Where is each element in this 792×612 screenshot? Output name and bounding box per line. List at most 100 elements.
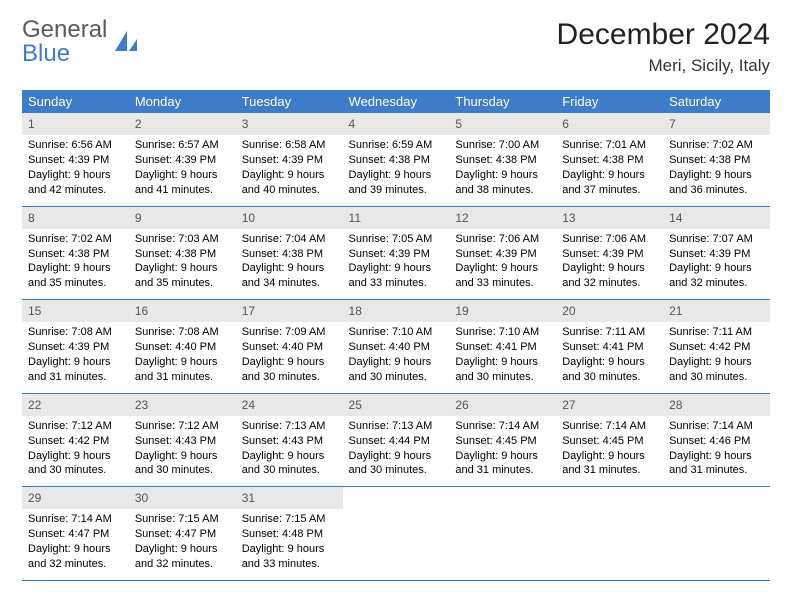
sunset-line: Sunset: 4:38 PM: [455, 153, 550, 168]
daylight-line: and 41 minutes.: [135, 183, 230, 198]
day-body: Sunrise: 7:02 AMSunset: 4:38 PMDaylight:…: [663, 135, 770, 205]
sunrise-line: Sunrise: 7:11 AM: [669, 325, 764, 340]
sunrise-line: Sunrise: 7:02 AM: [669, 138, 764, 153]
sunrise-line: Sunrise: 7:14 AM: [669, 419, 764, 434]
sunset-line: Sunset: 4:39 PM: [135, 153, 230, 168]
sunset-line: Sunset: 4:39 PM: [242, 153, 337, 168]
daylight-line: Daylight: 9 hours: [28, 261, 123, 276]
day-cell: [449, 487, 556, 581]
day-number: 21: [663, 300, 770, 322]
dayhead-sat: Saturday: [663, 90, 770, 113]
daylight-line: Daylight: 9 hours: [242, 542, 337, 557]
day-number: 8: [22, 207, 129, 229]
day-body: Sunrise: 7:08 AMSunset: 4:39 PMDaylight:…: [22, 322, 129, 392]
day-body: Sunrise: 7:06 AMSunset: 4:39 PMDaylight:…: [556, 229, 663, 299]
sunset-line: Sunset: 4:38 PM: [135, 247, 230, 262]
daylight-line: and 33 minutes.: [349, 276, 444, 291]
daylight-line: Daylight: 9 hours: [135, 261, 230, 276]
day-body: [663, 509, 770, 571]
sunset-line: Sunset: 4:43 PM: [242, 434, 337, 449]
daylight-line: and 33 minutes.: [242, 557, 337, 572]
day-cell: 31Sunrise: 7:15 AMSunset: 4:48 PMDayligh…: [236, 487, 343, 581]
daylight-line: and 30 minutes.: [562, 370, 657, 385]
daylight-line: and 30 minutes.: [242, 370, 337, 385]
day-body: Sunrise: 7:14 AMSunset: 4:47 PMDaylight:…: [22, 509, 129, 579]
title-block: December 2024 Meri, Sicily, Italy: [557, 18, 770, 76]
daylight-line: Daylight: 9 hours: [135, 168, 230, 183]
month-title: December 2024: [557, 18, 770, 52]
daylight-line: and 30 minutes.: [349, 370, 444, 385]
day-number: 9: [129, 207, 236, 229]
sunset-line: Sunset: 4:47 PM: [135, 527, 230, 542]
daylight-line: Daylight: 9 hours: [562, 355, 657, 370]
day-body: Sunrise: 7:14 AMSunset: 4:45 PMDaylight:…: [556, 416, 663, 486]
daylight-line: Daylight: 9 hours: [669, 261, 764, 276]
day-body: Sunrise: 7:13 AMSunset: 4:44 PMDaylight:…: [343, 416, 450, 486]
day-cell: 24Sunrise: 7:13 AMSunset: 4:43 PMDayligh…: [236, 393, 343, 487]
day-number: 4: [343, 113, 450, 135]
daylight-line: and 37 minutes.: [562, 183, 657, 198]
day-body: Sunrise: 7:00 AMSunset: 4:38 PMDaylight:…: [449, 135, 556, 205]
sunset-line: Sunset: 4:45 PM: [455, 434, 550, 449]
daylight-line: and 38 minutes.: [455, 183, 550, 198]
location: Meri, Sicily, Italy: [557, 56, 770, 76]
day-body: Sunrise: 6:59 AMSunset: 4:38 PMDaylight:…: [343, 135, 450, 205]
daylight-line: and 30 minutes.: [455, 370, 550, 385]
daylight-line: Daylight: 9 hours: [562, 261, 657, 276]
sunrise-line: Sunrise: 7:08 AM: [28, 325, 123, 340]
week-row: 8Sunrise: 7:02 AMSunset: 4:38 PMDaylight…: [22, 206, 770, 300]
sunset-line: Sunset: 4:41 PM: [562, 340, 657, 355]
day-number: 26: [449, 394, 556, 416]
day-number: 27: [556, 394, 663, 416]
daylight-line: and 32 minutes.: [562, 276, 657, 291]
day-cell: 30Sunrise: 7:15 AMSunset: 4:47 PMDayligh…: [129, 487, 236, 581]
sunset-line: Sunset: 4:47 PM: [28, 527, 123, 542]
day-number: 11: [343, 207, 450, 229]
dayhead-thu: Thursday: [449, 90, 556, 113]
day-cell: 27Sunrise: 7:14 AMSunset: 4:45 PMDayligh…: [556, 393, 663, 487]
sunset-line: Sunset: 4:39 PM: [669, 247, 764, 262]
header: General Blue December 2024 Meri, Sicily,…: [22, 18, 770, 76]
day-number: 1: [22, 113, 129, 135]
day-number: 31: [236, 487, 343, 509]
daylight-line: Daylight: 9 hours: [562, 449, 657, 464]
daylight-line: Daylight: 9 hours: [349, 261, 444, 276]
sunrise-line: Sunrise: 7:15 AM: [135, 512, 230, 527]
daylight-line: and 40 minutes.: [242, 183, 337, 198]
day-body: Sunrise: 7:14 AMSunset: 4:46 PMDaylight:…: [663, 416, 770, 486]
daylight-line: Daylight: 9 hours: [562, 168, 657, 183]
daylight-line: and 30 minutes.: [669, 370, 764, 385]
day-number: 20: [556, 300, 663, 322]
day-number: 16: [129, 300, 236, 322]
daylight-line: Daylight: 9 hours: [349, 355, 444, 370]
daylight-line: and 34 minutes.: [242, 276, 337, 291]
daylight-line: and 39 minutes.: [349, 183, 444, 198]
daylight-line: Daylight: 9 hours: [242, 168, 337, 183]
day-number: 17: [236, 300, 343, 322]
day-number: 10: [236, 207, 343, 229]
day-number: [663, 487, 770, 509]
day-cell: 19Sunrise: 7:10 AMSunset: 4:41 PMDayligh…: [449, 300, 556, 394]
sunrise-line: Sunrise: 7:02 AM: [28, 232, 123, 247]
sunset-line: Sunset: 4:39 PM: [349, 247, 444, 262]
day-cell: 7Sunrise: 7:02 AMSunset: 4:38 PMDaylight…: [663, 113, 770, 206]
day-body: [449, 509, 556, 571]
logo-word-1: General: [22, 18, 107, 42]
dayhead-sun: Sunday: [22, 90, 129, 113]
daylight-line: Daylight: 9 hours: [28, 449, 123, 464]
dayhead-fri: Friday: [556, 90, 663, 113]
daylight-line: and 31 minutes.: [562, 463, 657, 478]
logo: General Blue: [22, 18, 139, 66]
day-number: 23: [129, 394, 236, 416]
daylight-line: Daylight: 9 hours: [135, 542, 230, 557]
daylight-line: and 30 minutes.: [349, 463, 444, 478]
day-cell: [663, 487, 770, 581]
day-number: 12: [449, 207, 556, 229]
day-body: Sunrise: 7:11 AMSunset: 4:42 PMDaylight:…: [663, 322, 770, 392]
day-cell: 4Sunrise: 6:59 AMSunset: 4:38 PMDaylight…: [343, 113, 450, 206]
day-body: [556, 509, 663, 571]
daylight-line: and 31 minutes.: [28, 370, 123, 385]
daylight-line: and 31 minutes.: [669, 463, 764, 478]
day-cell: 11Sunrise: 7:05 AMSunset: 4:39 PMDayligh…: [343, 206, 450, 300]
sunset-line: Sunset: 4:38 PM: [349, 153, 444, 168]
